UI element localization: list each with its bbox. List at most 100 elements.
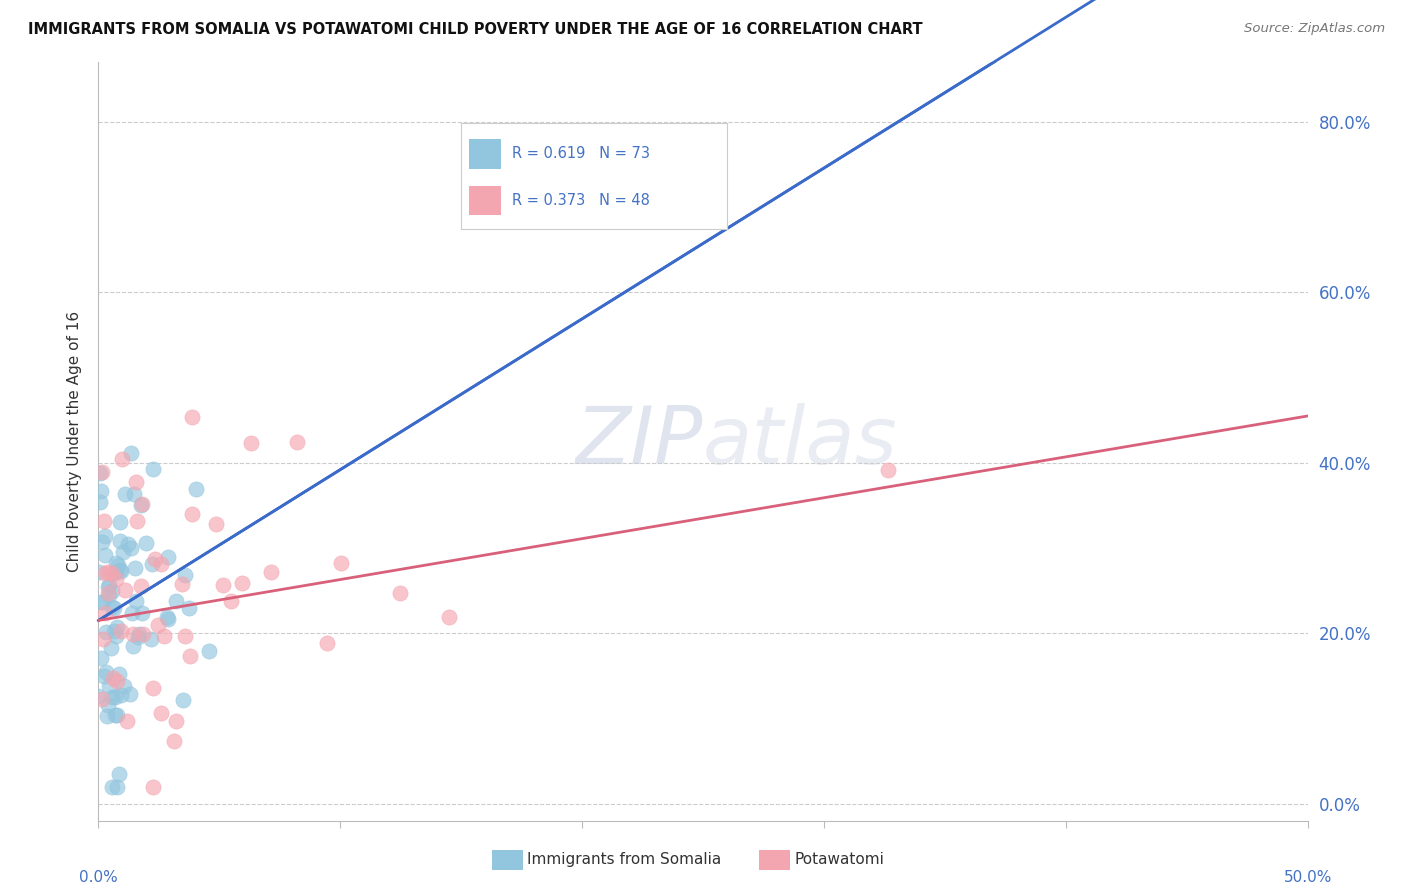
Point [180,410,202,425]
Y-axis label: Child Poverty Under the Age of 16: Child Poverty Under the Age of 16 [67,311,83,572]
Point [131,627,153,641]
Point [107,558,129,572]
Point [121,607,143,621]
Point [107,767,129,781]
Point [184,482,207,496]
Point [91,595,114,609]
Point [172,577,194,591]
Point [103,624,125,638]
Point [89,466,111,480]
Point [330,556,353,570]
Point [104,556,127,570]
Point [90,483,112,498]
Point [111,452,134,467]
Point [98,577,121,591]
Point [124,475,146,489]
Point [149,706,172,720]
Point [127,630,149,644]
Point [141,632,163,646]
Point [205,517,228,532]
Point [179,649,201,664]
Point [94,566,117,580]
Point [135,536,157,550]
Point [143,551,166,566]
Point [110,564,132,578]
Text: 50.0%: 50.0% [1284,870,1331,885]
Point [114,582,136,597]
Point [96,624,118,639]
Point [91,692,114,706]
Point [117,537,139,551]
Point [94,606,117,620]
Point [101,583,124,598]
Point [122,626,145,640]
Text: ZIP: ZIP [575,402,703,481]
Point [131,497,153,511]
Point [131,606,153,620]
Point [91,632,114,646]
Point [142,462,165,476]
Point [110,624,132,639]
Point [165,593,187,607]
Point [142,780,165,794]
Point [157,550,180,565]
Point [108,563,131,577]
Point [114,487,136,501]
Point [165,714,187,728]
Point [212,577,235,591]
Point [105,673,128,688]
Point [148,617,170,632]
Point [177,600,200,615]
Point [150,557,173,571]
Text: Potawatomi: Potawatomi [794,853,884,867]
Point [100,641,122,656]
Point [101,780,124,794]
Point [96,709,118,723]
Point [172,693,194,707]
Point [101,671,124,685]
Point [103,708,125,723]
Point [107,666,129,681]
Point [163,733,186,747]
Point [98,679,121,693]
Point [131,579,153,593]
Point [94,529,117,543]
Point [124,561,146,575]
Point [180,507,202,521]
Point [105,708,128,723]
Point [104,690,127,704]
Point [108,533,131,548]
Point [389,586,412,600]
Point [97,585,120,599]
Point [141,558,163,572]
Point [104,572,127,586]
Point [118,687,141,701]
Point [173,628,195,642]
Point [115,714,138,728]
Point [198,644,221,658]
Point [125,593,148,607]
Text: atlas: atlas [703,402,898,481]
Point [112,545,135,559]
Point [105,780,128,794]
Point [437,610,460,624]
Point [103,566,125,581]
Text: IMMIGRANTS FROM SOMALIA VS POTAWATOMI CHILD POVERTY UNDER THE AGE OF 16 CORRELAT: IMMIGRANTS FROM SOMALIA VS POTAWATOMI CH… [28,22,922,37]
Point [114,679,136,693]
Point [103,601,125,615]
Point [97,580,120,594]
Point [157,612,180,626]
Point [174,568,197,582]
Point [108,515,131,529]
Point [94,549,117,563]
Point [97,566,120,580]
Point [89,494,111,508]
Point [231,576,253,591]
Point [260,565,283,579]
Point [120,446,142,460]
Point [94,665,117,680]
Point [110,688,132,702]
Point [105,566,128,580]
Point [142,681,165,695]
Point [93,514,115,528]
